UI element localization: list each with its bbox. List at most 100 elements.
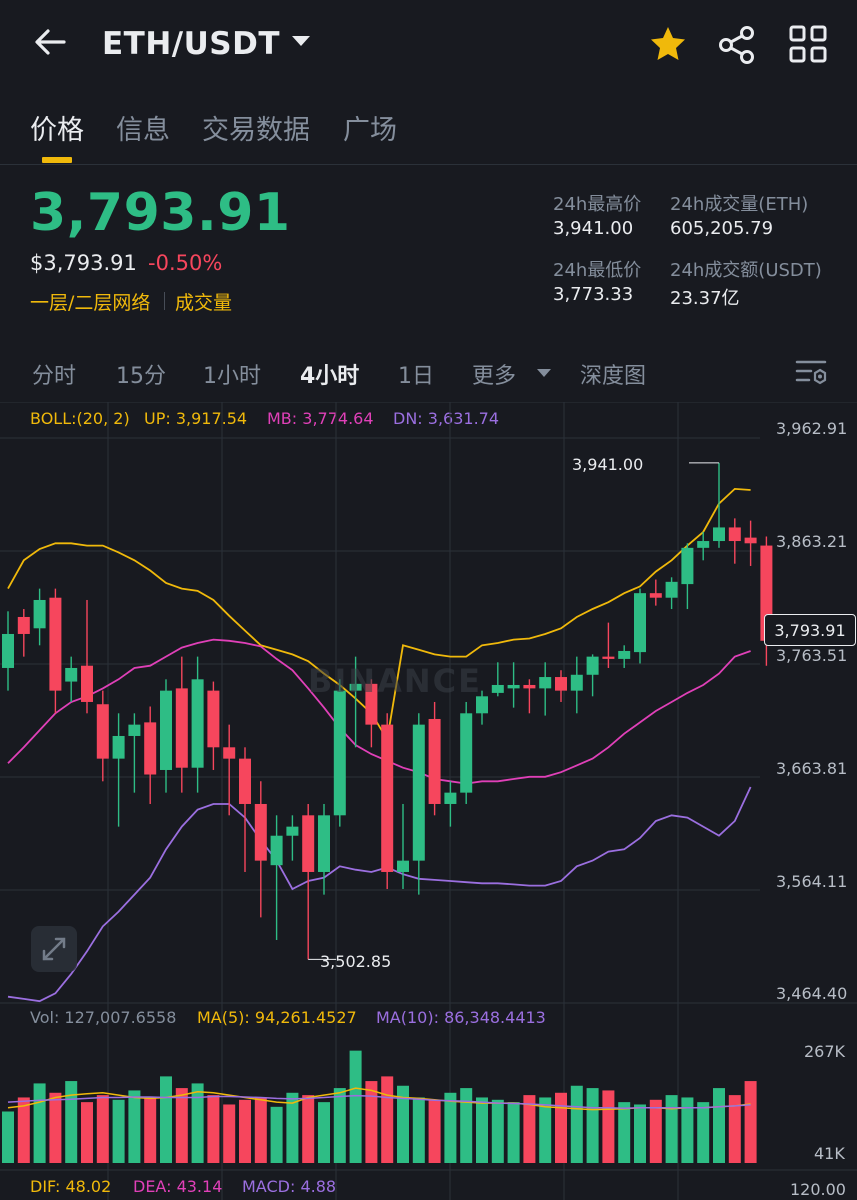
grid-icon[interactable] [788, 24, 828, 64]
volume-bar [270, 1106, 283, 1163]
candle-body [634, 593, 646, 653]
volume-bar [428, 1099, 441, 1163]
volume-bar [649, 1099, 662, 1163]
usd-price: $3,793.91 [30, 251, 137, 275]
stat-24h-high-label: 24h最高价 [553, 194, 642, 215]
trading-pair-title[interactable]: ETH/USDT [102, 26, 280, 62]
back-arrow-icon[interactable] [30, 22, 70, 62]
timeframe-line[interactable]: 分时 [32, 364, 77, 389]
volume-bar [160, 1076, 172, 1163]
candle-body [381, 724, 394, 872]
macd-dea-value: DEA: 43.14 [133, 1177, 223, 1196]
volume-bar [444, 1092, 457, 1163]
volume-bar [333, 1088, 346, 1163]
chevron-down-icon[interactable] [537, 369, 551, 377]
price-axis-label: 3,464.40 [776, 984, 848, 1003]
candle-body [618, 650, 631, 659]
candle-body [697, 541, 710, 548]
candle-body [539, 677, 552, 689]
boll-lower-value: DN: 3,631.74 [393, 409, 500, 428]
candle-body [96, 704, 109, 759]
candle-body [302, 815, 315, 872]
timeframe-15m[interactable]: 15分 [116, 364, 166, 389]
volume-bar [491, 1099, 504, 1163]
candle-body [728, 527, 741, 542]
candle-body [476, 696, 488, 714]
stat-24h-turnover-usdt-label: 24h成交额(USDT) [670, 260, 822, 281]
candle-body [507, 684, 520, 689]
candle-body [254, 803, 267, 861]
volume-bar [602, 1090, 615, 1163]
price-axis-label: 3,663.81 [776, 759, 848, 778]
volume-bar [713, 1088, 725, 1163]
stat-24h-volume-eth-label: 24h成交量(ETH) [670, 194, 809, 215]
candle-body [128, 724, 141, 736]
candle-body [665, 581, 678, 598]
tab-info[interactable]: 信息 [116, 115, 170, 146]
volume-bar [476, 1097, 488, 1163]
volume-axis-bottom: 41K [814, 1144, 845, 1163]
price-axis-label: 3,863.21 [776, 532, 848, 551]
volume-value: Vol: 127,007.6558 [30, 1008, 177, 1027]
category-tag-l1-l2[interactable]: 一层/二层网络 [30, 292, 151, 314]
volume-bar [207, 1095, 220, 1163]
chart-settings-icon[interactable] [794, 356, 828, 388]
volume-bar [191, 1083, 204, 1163]
star-icon[interactable] [648, 24, 688, 64]
candlestick-chart[interactable] [0, 402, 857, 1200]
timeframe-1h[interactable]: 1小时 [203, 364, 261, 389]
macd-value: MACD: 4.88 [242, 1177, 337, 1196]
candle-body [444, 792, 457, 804]
stat-24h-high-value: 3,941.00 [553, 218, 634, 239]
current-price-label: 3,793.91 [764, 614, 856, 646]
candle-body [713, 527, 725, 542]
volume-bar [665, 1095, 678, 1163]
volume-bar [381, 1076, 394, 1163]
timeframe-1d[interactable]: 1日 [398, 364, 434, 389]
candle-body [160, 690, 172, 770]
volume-bar [302, 1095, 315, 1163]
candle-body [491, 684, 504, 693]
volume-bar [728, 1095, 741, 1163]
candle-body [428, 718, 441, 804]
candle-body [286, 826, 299, 836]
volume-bar [112, 1099, 125, 1163]
tab-square[interactable]: 广场 [343, 115, 397, 146]
boll-lower-line [7, 786, 752, 1003]
tab-trading-data[interactable]: 交易数据 [202, 115, 310, 146]
dropdown-caret-icon[interactable] [292, 36, 310, 46]
volume-bar [223, 1104, 236, 1163]
volume-bar [349, 1050, 362, 1163]
tab-price[interactable]: 价格 [30, 115, 84, 146]
candle-body [17, 616, 30, 634]
category-tag-volume[interactable]: 成交量 [175, 292, 233, 314]
tag-divider [164, 292, 165, 310]
candle-body [412, 724, 425, 861]
volume-bar [618, 1102, 631, 1163]
candle-body [207, 690, 220, 748]
expand-icon [42, 937, 66, 961]
volume-ma10-value: MA(10): 86,348.4413 [376, 1008, 546, 1027]
price-axis-label: 3,763.51 [776, 646, 848, 665]
candle-body [112, 735, 125, 759]
boll-middle-value: MB: 3,774.64 [267, 409, 374, 428]
volume-bar [539, 1097, 552, 1163]
price-change-percent: -0.50% [148, 251, 223, 275]
timeframe-more[interactable]: 更多 [472, 364, 517, 389]
volume-bar [397, 1085, 409, 1163]
share-icon[interactable] [716, 24, 758, 66]
timeframe-4h[interactable]: 4小时 [300, 364, 360, 389]
top-bar: ETH/USDT [0, 0, 857, 90]
candle-body [523, 684, 536, 689]
price-axis-label: 3,564.11 [776, 872, 848, 891]
volume-bar [81, 1102, 93, 1163]
volume-ma10-line [7, 1094, 751, 1109]
volume-bar [17, 1097, 30, 1163]
depth-chart-tab[interactable]: 深度图 [580, 364, 647, 389]
candle-body [333, 690, 346, 816]
candle-body [586, 656, 599, 675]
fullscreen-button[interactable] [31, 926, 77, 972]
volume-bar [697, 1102, 710, 1163]
boll-upper-value: UP: 3,917.54 [144, 409, 248, 428]
volume-bar [365, 1081, 378, 1163]
